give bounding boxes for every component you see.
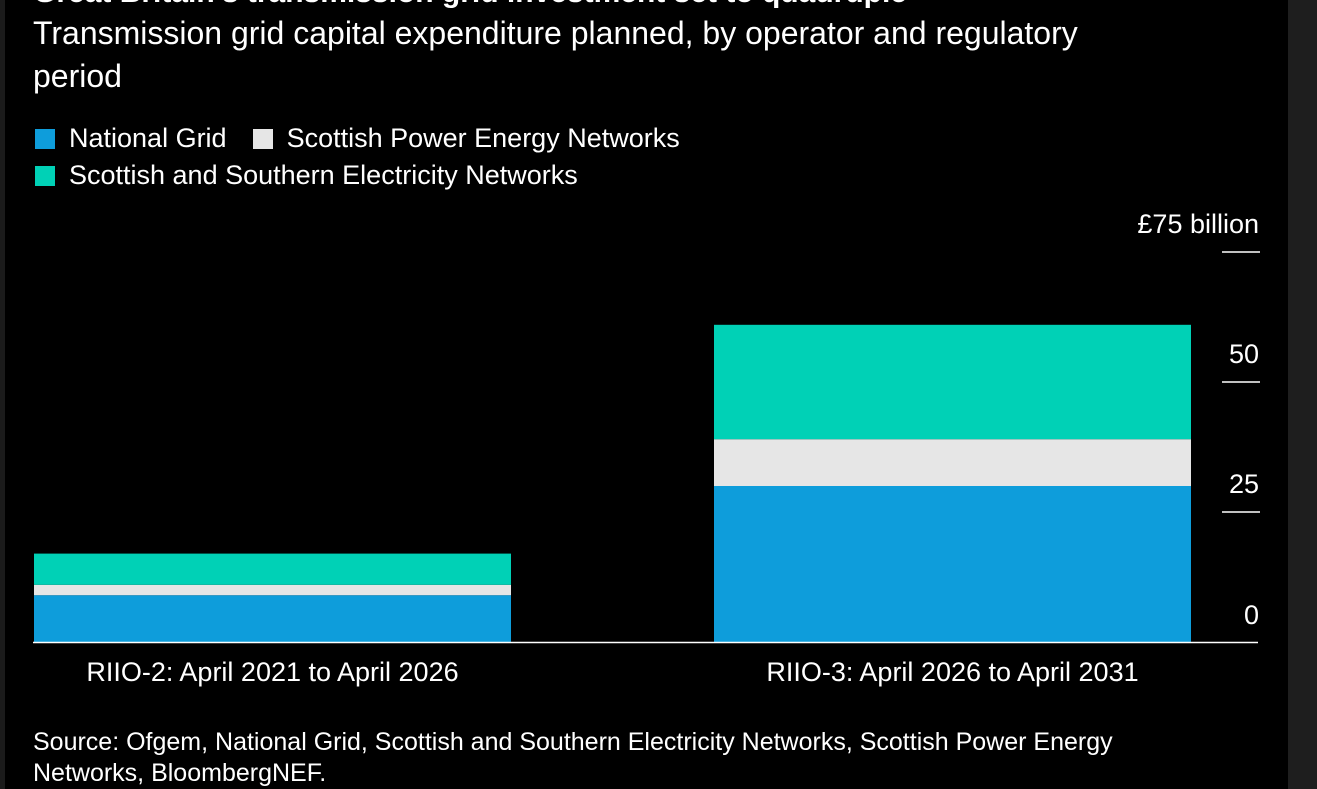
chart-plot: RIIO-2: April 2021 to April 2026 RIIO-3: … bbox=[33, 209, 1260, 687]
chart-subtitle: Transmission grid capital expenditure pl… bbox=[33, 15, 1078, 94]
bar-1-scottish-power-energy-networks bbox=[34, 584, 511, 596]
legend: National Grid Scottish Power Energy Netw… bbox=[35, 120, 935, 194]
source-note: Source: Ofgem, National Grid, Scottish a… bbox=[33, 728, 1113, 787]
legend-label-ssen: Scottish and Southern Electricity Networ… bbox=[69, 160, 578, 190]
legend-label-national-grid: National Grid bbox=[69, 123, 227, 153]
window-edge bbox=[1288, 0, 1317, 789]
bar-2-scottish-power-energy-networks bbox=[714, 439, 1191, 486]
legend-item-ssen: Scottish and Southern Electricity Networ… bbox=[35, 157, 578, 194]
y-tick-label-50: 50 bbox=[1229, 339, 1259, 369]
legend-swatch-ssen bbox=[35, 165, 55, 186]
y-tick-label-25: 25 bbox=[1229, 469, 1259, 499]
bar-2-national-grid bbox=[714, 486, 1191, 642]
bar-1-scottish-and-southern-electricity-networks bbox=[34, 553, 511, 585]
legend-swatch-national-grid bbox=[35, 128, 55, 149]
legend-item-spen: Scottish Power Energy Networks bbox=[252, 120, 680, 157]
chart-title: Great Britain's transmission grid invest… bbox=[33, 0, 1233, 8]
legend-label-spen: Scottish Power Energy Networks bbox=[286, 123, 680, 153]
y-tick-label-0: 0 bbox=[1244, 600, 1259, 630]
y-tick-label-75: £75 billion bbox=[1137, 209, 1259, 239]
bar-2-scottish-and-southern-electricity-networks bbox=[714, 324, 1191, 440]
category-label-2: RIIO-3: April 2026 to April 2031 bbox=[766, 657, 1138, 687]
legend-swatch-spen bbox=[252, 128, 273, 149]
bar-1-national-grid bbox=[34, 595, 511, 642]
category-label-1: RIIO-2: April 2021 to April 2026 bbox=[86, 657, 458, 687]
legend-item-national-grid: National Grid bbox=[35, 120, 227, 157]
